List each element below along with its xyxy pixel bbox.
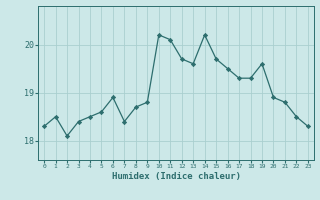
X-axis label: Humidex (Indice chaleur): Humidex (Indice chaleur)	[111, 172, 241, 181]
